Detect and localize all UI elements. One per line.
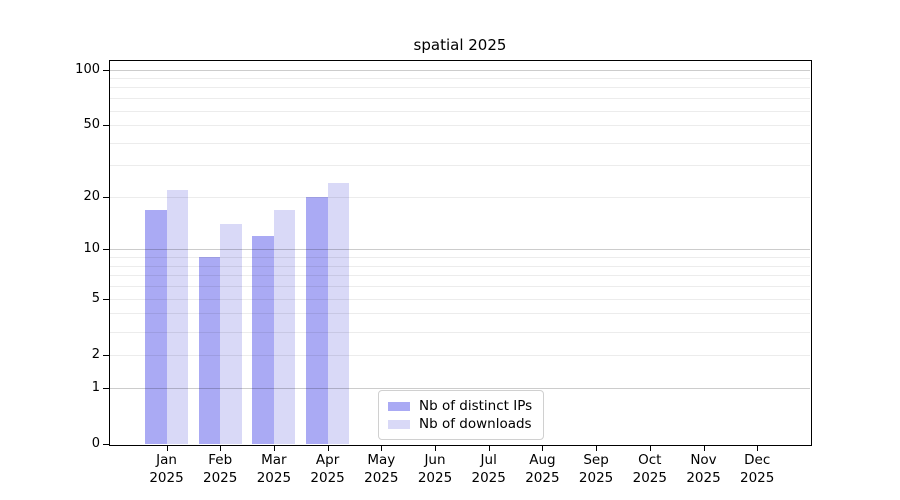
- minor-gridline: [110, 265, 810, 267]
- x-tick-label: Dec 2025: [740, 452, 775, 486]
- y-tick-mark: [103, 125, 110, 127]
- x-tick-mark: [488, 445, 490, 451]
- y-tick-label: 50: [83, 117, 100, 133]
- x-tick-mark: [327, 445, 329, 451]
- y-tick-label: 20: [83, 189, 100, 204]
- x-tick-mark: [381, 445, 383, 451]
- x-tick-label: Apr 2025: [310, 452, 345, 486]
- bar: [306, 197, 328, 444]
- x-tick-label: Mar 2025: [256, 452, 292, 486]
- minor-gridline: [110, 87, 810, 89]
- y-tick-label: 10: [83, 241, 100, 257]
- x-tick-label: Feb 2025: [203, 452, 238, 486]
- y-tick-mark: [103, 298, 110, 300]
- y-tick-mark: [103, 354, 110, 356]
- minor-gridline: [110, 98, 810, 100]
- y-tick-mark: [103, 69, 110, 71]
- minor-gridline: [110, 165, 810, 167]
- minor-gridline: [110, 257, 810, 259]
- y-tick-label: 2: [91, 346, 100, 362]
- major-gridline: [110, 249, 810, 251]
- x-tick-label: Jun 2025: [417, 452, 453, 486]
- y-tick-label: 100: [75, 61, 100, 77]
- bar: [252, 235, 274, 444]
- bar: [166, 189, 188, 444]
- minor-gridline: [110, 78, 810, 80]
- legend-items: Nb of distinct IPs Nb of downloads: [388, 397, 533, 433]
- x-tick-mark: [542, 445, 544, 451]
- y-tick-label: 1: [91, 379, 100, 395]
- plot-border: [108, 59, 812, 446]
- major-gridline: [110, 387, 810, 389]
- x-tick-label: Sep 2025: [578, 452, 614, 486]
- chart-title: spatial 2025: [413, 36, 507, 54]
- minor-gridline: [110, 313, 810, 315]
- x-tick-label: Aug 2025: [525, 452, 560, 486]
- x-tick-mark: [435, 445, 436, 451]
- y-tick-mark: [103, 387, 110, 389]
- x-tick-label: Nov 2025: [686, 452, 721, 486]
- bar: [327, 182, 350, 444]
- legend-swatch: [388, 401, 410, 411]
- x-tick-mark: [649, 445, 651, 451]
- plot-area: [110, 61, 810, 444]
- y-tick-mark: [103, 444, 110, 445]
- legend-item: Nb of downloads: [388, 415, 533, 433]
- legend-swatch: [388, 419, 410, 429]
- minor-gridline: [110, 142, 810, 144]
- x-tick-mark: [703, 445, 705, 451]
- bar: [220, 224, 242, 444]
- minor-gridline: [110, 354, 810, 356]
- x-tick-label: Oct 2025: [632, 452, 667, 486]
- x-tick-label: Jan 2025: [149, 452, 184, 486]
- x-tick-label: May 2025: [364, 452, 399, 486]
- bar: [198, 257, 221, 444]
- y-tick-label: 0: [91, 436, 100, 451]
- legend-item: Nb of distinct IPs: [388, 397, 533, 415]
- y-tick-mark: [103, 197, 110, 198]
- x-tick-mark: [166, 445, 168, 451]
- x-tick-mark: [273, 445, 275, 451]
- legend-item-label: Nb of downloads: [419, 416, 532, 432]
- x-tick-label: Jul 2025: [471, 452, 506, 486]
- x-tick-mark: [220, 445, 222, 451]
- legend-item-label: Nb of distinct IPs: [419, 398, 533, 414]
- minor-gridline: [110, 286, 810, 288]
- x-tick-mark: [596, 445, 598, 451]
- minor-gridline: [110, 275, 810, 277]
- bar: [273, 209, 296, 444]
- legend: Nb of distinct IPs Nb of downloads: [378, 390, 544, 440]
- minor-gridline: [110, 197, 810, 198]
- minor-gridline: [110, 110, 810, 112]
- x-tick-mark: [757, 445, 759, 451]
- minor-gridline: [110, 331, 810, 333]
- y-tick-mark: [103, 249, 110, 251]
- minor-gridline: [110, 125, 810, 127]
- major-gridline: [110, 69, 810, 71]
- bar: [145, 209, 167, 444]
- minor-gridline: [110, 298, 810, 300]
- y-tick-label: 5: [91, 290, 100, 306]
